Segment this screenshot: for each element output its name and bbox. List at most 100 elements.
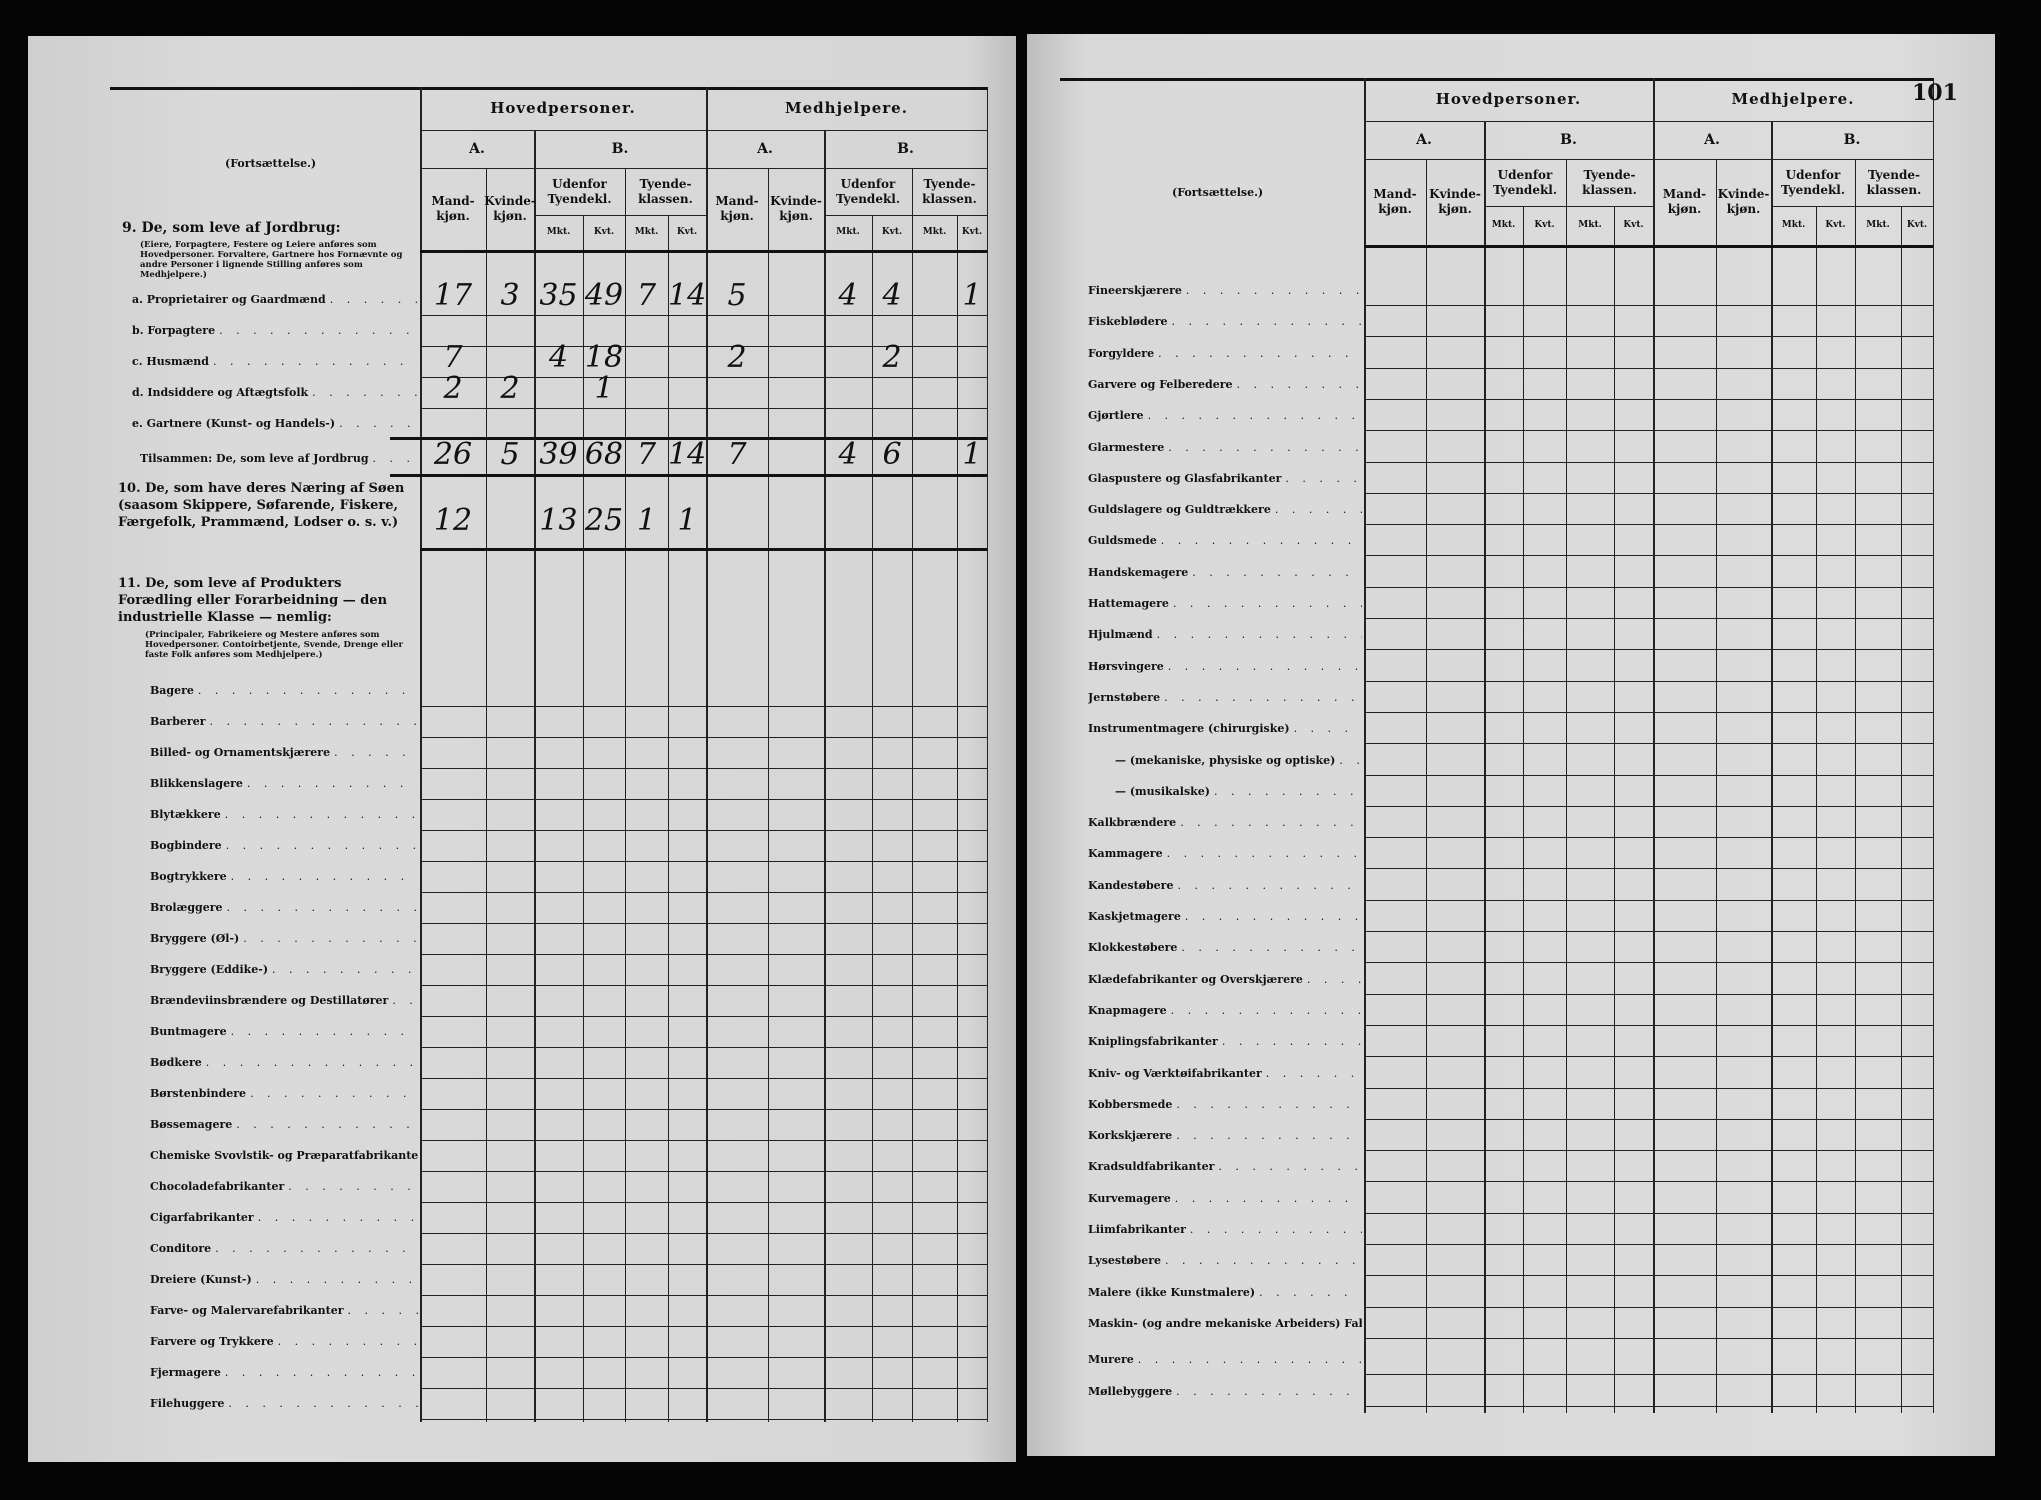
rule-line — [1364, 680, 1933, 682]
rule-line — [1364, 649, 1933, 651]
rule-line — [1364, 868, 1933, 870]
row-industry-2: Billed- og Ornamentskjærere. . . . . . .… — [150, 743, 418, 759]
rule-line — [1364, 1306, 1933, 1308]
row-label: Billed- og Ornamentskjærere — [150, 746, 331, 759]
row-industry-18: Conditore. . . . . . . . . . . . . . . .… — [150, 1239, 418, 1255]
header-col-b: B. — [1560, 131, 1577, 148]
handwritten-count: 18 — [584, 340, 624, 375]
rule-line — [1364, 1374, 1933, 1376]
row-label: Guldsmede — [1088, 534, 1157, 548]
header-kvt: Kvt. — [1906, 220, 1928, 230]
row-label: Lysestøbere — [1088, 1254, 1162, 1268]
row-industry-0: Fineerskjærere. . . . . . . . . . . . . … — [1088, 281, 1362, 297]
row-label: Korkskjærere — [1088, 1129, 1173, 1143]
row-label: Farve- og Malervarefabrikanter — [150, 1304, 344, 1317]
row-label: Gjørtlere — [1088, 409, 1144, 423]
row-label: Hjulmænd — [1088, 628, 1153, 642]
rule-line — [1364, 837, 1933, 839]
dot-leader: . . . . . . . . . . . . . . . . . . . . … — [243, 932, 418, 945]
dot-leader: . . . . . . . . . . . . . . . . . . . . … — [224, 1366, 418, 1379]
row-industry-7: Brolæggere. . . . . . . . . . . . . . . … — [150, 898, 418, 914]
column-line — [824, 130, 826, 1422]
header-mkt: Mkt. — [1578, 220, 1602, 230]
column-line — [583, 215, 584, 1422]
dot-leader: . . . . . . . . . . . . . . . . . . . . … — [230, 1025, 418, 1038]
row-label: Bogbindere — [150, 839, 222, 852]
handwritten-count: 25 — [584, 503, 624, 538]
rule-line — [1364, 492, 1933, 494]
row-label: e. Gartnere (Kunst- og Handels-) — [132, 417, 336, 430]
row-jordbrug-1: b. Forpagtere. . . . . . . . . . . . . .… — [132, 321, 418, 337]
row-industry-33: Maskin- (og andre mekaniske Arbeiders) F… — [1088, 1314, 1362, 1330]
row-label: Murere — [1088, 1353, 1134, 1367]
dot-leader: . . . . . . . . . . . . . . . . . . . . … — [1137, 1353, 1362, 1367]
row-industry-0: Bagere. . . . . . . . . . . . . . . . . … — [150, 681, 418, 697]
dot-leader: . . . . . . . . . . . . . . . . . . . . … — [1172, 597, 1362, 610]
continuation-label: (Fortsættelse.) — [1172, 186, 1264, 199]
column-line — [1901, 206, 1902, 1413]
row-label: Kandestøbere — [1088, 878, 1174, 892]
row-industry-32: Malere (ikke Kunstmalere). . . . . . . .… — [1088, 1283, 1362, 1299]
dot-leader: . . . . . . . . . . . . . . . . . . . . … — [1164, 690, 1362, 704]
row-label: Møllebyggere — [1088, 1384, 1173, 1398]
row-industry-34: Murere. . . . . . . . . . . . . . . . . … — [1088, 1350, 1362, 1366]
rule-line — [534, 215, 706, 216]
header-kvt: Kvt. — [676, 227, 698, 237]
handwritten-count: 26 — [433, 437, 473, 472]
dot-leader: . . . . . . . . . . . . . . . . . . . . … — [1189, 1223, 1362, 1236]
rule-line — [1364, 336, 1933, 338]
row-label: Kniv- og Værktøifabrikanter — [1088, 1066, 1262, 1080]
row-label: Klokkestøbere — [1088, 941, 1178, 955]
rule-line — [1364, 1118, 1933, 1120]
header-col-a: A. — [757, 140, 773, 157]
row-industry-9: Handskemagere. . . . . . . . . . . . . .… — [1088, 563, 1362, 579]
handwritten-count: 2 — [882, 340, 902, 375]
rule-line — [420, 830, 987, 831]
rule-line — [390, 437, 987, 440]
header-female: Kvinde-kjøn. — [770, 194, 822, 223]
header-mkt: Mkt. — [922, 227, 947, 237]
dot-leader: . . . . . . . . . . . . . . . . . . . . … — [1167, 659, 1362, 673]
handwritten-count: 1 — [636, 503, 657, 538]
header-servant-class: Tyende-klassen. — [1582, 167, 1637, 197]
rule-line — [420, 1264, 987, 1265]
row-label: Kobbersmede — [1088, 1097, 1173, 1111]
rule-line — [110, 87, 987, 90]
right-page — [1027, 34, 1995, 1456]
column-line — [625, 168, 626, 1422]
row-label: Dreiere (Kunst-) — [150, 1273, 252, 1286]
column-line — [1614, 206, 1615, 1413]
dot-leader: . . . . . . . . . . . . . . . . . . . . … — [1185, 284, 1362, 297]
rule-line — [1364, 1405, 1933, 1407]
dot-leader: . . . . . . . . . . . . . . . . . . . . … — [1176, 1129, 1362, 1143]
header-servant-class: Tyende-klassen. — [1866, 167, 1922, 197]
header-mkt: Mkt. — [836, 227, 860, 237]
rule-line — [1364, 1275, 1933, 1277]
dot-leader: . . . . . . . . . . . . . . . . . . . . … — [255, 1273, 418, 1286]
dot-leader: . . . . . . . . . . . . . . . . . . . . … — [1221, 1035, 1362, 1049]
handwritten-count: 1 — [677, 503, 697, 538]
right-header-main-persons: Hovedpersoner. — [1435, 90, 1582, 108]
header-male: Mand-kjøn. — [1662, 187, 1707, 216]
row-label: Bødkere — [150, 1056, 202, 1069]
column-line — [1364, 78, 1366, 1413]
row-label: Chemiske Svovlstik- og Præparatfabrikant… — [150, 1149, 418, 1162]
header-kvt: Kvt. — [1623, 220, 1644, 230]
rule-line — [1364, 398, 1933, 400]
row-industry-26: Kobbersmede. . . . . . . . . . . . . . .… — [1088, 1095, 1362, 1111]
row-industry-4: Blytækkere. . . . . . . . . . . . . . . … — [150, 805, 418, 821]
rule-line — [1060, 78, 1933, 81]
handwritten-count: 1 — [962, 278, 982, 313]
row-industry-1: Barberer. . . . . . . . . . . . . . . . … — [150, 712, 418, 728]
header-male: Mand-kjøn. — [1373, 187, 1417, 216]
header-female: Kvinde-kjøn. — [1717, 187, 1770, 216]
dot-leader: . . . . . . . . . . . . . . . . . . . . … — [1192, 565, 1362, 579]
section-10-title: 10. De, som have deres Næring af Søen (s… — [118, 481, 405, 530]
rule-line — [420, 408, 987, 409]
row-label: Glarmestere — [1088, 440, 1165, 454]
handwritten-count: 2 — [443, 371, 463, 406]
row-industry-19: Dreiere (Kunst-). . . . . . . . . . . . … — [150, 1270, 418, 1286]
column-line — [1855, 159, 1856, 1413]
handwritten-count: 4 — [882, 278, 902, 313]
header-servant-class: Tyende-klassen. — [922, 176, 977, 206]
